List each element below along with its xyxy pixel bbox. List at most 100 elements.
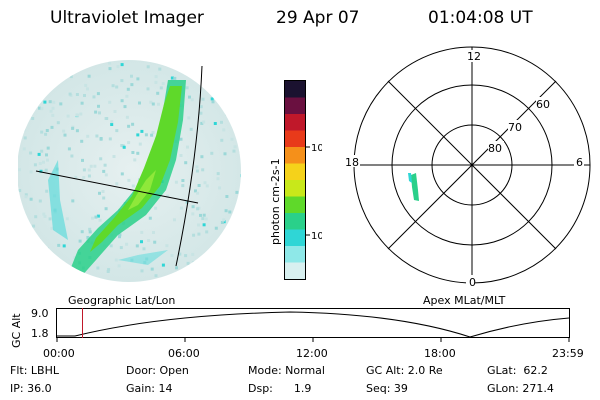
noise-speckle <box>248 94 250 97</box>
noise-speckle <box>158 67 162 71</box>
noise-speckle <box>102 196 106 200</box>
noise-speckle <box>130 83 134 87</box>
label-bg-12 <box>468 50 477 62</box>
noise-speckle <box>173 60 177 64</box>
noise-speckle <box>125 94 129 98</box>
noise-speckle <box>110 120 114 124</box>
noise-speckle <box>108 67 112 71</box>
noise-speckle <box>220 120 223 124</box>
noise-speckle <box>205 184 209 188</box>
noise-speckle <box>161 263 165 267</box>
noise-speckle <box>154 206 158 210</box>
colorbar-segment <box>285 81 305 98</box>
noise-speckle <box>86 134 90 138</box>
noise-speckle <box>247 64 250 67</box>
noise-speckle <box>191 252 195 256</box>
polar-mlat-mlt-plot: 12 0 18 6 60 70 80 <box>344 46 591 289</box>
noise-speckle <box>151 131 155 134</box>
noise-speckle <box>106 270 110 273</box>
noise-speckle <box>203 181 207 185</box>
noise-speckle <box>233 251 236 254</box>
colorbar-segment <box>285 213 305 230</box>
label-bg-6 <box>574 155 584 167</box>
altitude-axis-label: GC Alt <box>10 313 23 348</box>
instrument-title: Ultraviolet Imager <box>50 8 204 28</box>
x-tick-label-2359: 23:59 <box>552 347 584 360</box>
noise-speckle <box>108 61 112 65</box>
noise-speckle <box>93 164 97 168</box>
noise-speckle <box>212 66 216 70</box>
noise-speckle <box>140 240 143 244</box>
noise-speckle <box>242 112 245 115</box>
noise-speckle <box>195 169 199 173</box>
noise-speckle <box>61 72 64 76</box>
noise-speckle <box>45 247 49 251</box>
geographic-image <box>18 60 250 282</box>
observation-time: 01:04:08 UT <box>428 8 533 28</box>
noise-speckle <box>215 66 219 70</box>
mlt-label-6: 6 <box>576 156 583 169</box>
noise-speckle <box>244 166 247 169</box>
noise-speckle <box>114 258 118 262</box>
noise-speckle <box>108 100 112 104</box>
noise-speckle <box>179 154 183 157</box>
noise-speckle <box>38 162 42 165</box>
noise-speckle <box>23 136 27 140</box>
noise-speckle <box>83 94 86 97</box>
x-tick-label-00: 00:00 <box>43 347 75 360</box>
noise-speckle <box>96 92 100 96</box>
noise-speckle <box>222 218 226 222</box>
noise-speckle <box>80 278 84 282</box>
noise-speckle <box>42 74 46 77</box>
noise-speckle <box>196 207 200 211</box>
mlt-line-3-15 <box>387 80 557 250</box>
noise-speckle <box>202 213 206 217</box>
noise-speckle <box>42 170 46 174</box>
noise-speckle <box>200 121 204 125</box>
noise-speckle <box>225 195 229 198</box>
noise-speckle <box>55 279 59 282</box>
noise-speckle <box>191 212 195 216</box>
noise-speckle <box>26 277 30 281</box>
noise-speckle <box>170 254 174 257</box>
noise-speckle <box>154 80 158 84</box>
seq-status: Seq: 39 <box>366 382 408 395</box>
altitude-tick-9: 9.0 <box>31 307 49 320</box>
noise-speckle <box>230 137 234 141</box>
noise-speckle <box>70 154 74 158</box>
noise-speckle <box>201 97 205 101</box>
noise-speckle <box>115 182 119 186</box>
noise-speckle <box>24 195 28 199</box>
noise-speckle <box>70 269 74 273</box>
noise-speckle <box>165 244 169 248</box>
noise-speckle <box>38 199 42 203</box>
mlt-label-0: 0 <box>469 276 476 289</box>
noise-speckle <box>147 239 151 242</box>
noise-speckle <box>219 254 223 258</box>
noise-speckle <box>157 102 160 106</box>
noise-speckle <box>73 60 77 64</box>
noise-speckle <box>150 133 154 137</box>
label-bg-0 <box>466 275 475 287</box>
noise-speckle <box>41 264 45 268</box>
colorbar-segment <box>285 130 305 148</box>
noise-speckle <box>220 221 224 224</box>
noise-speckle <box>199 105 203 109</box>
noise-speckle <box>43 255 46 259</box>
noise-speckle <box>37 64 40 68</box>
noise-speckle <box>49 109 53 113</box>
noise-speckle <box>45 153 48 157</box>
noise-speckle <box>197 232 201 236</box>
glat-status: GLat: 62.2 <box>487 364 548 377</box>
noise-speckle <box>130 258 134 262</box>
noise-speckle <box>240 80 241 84</box>
noise-speckle <box>149 100 153 104</box>
noise-speckle <box>112 155 116 158</box>
noise-speckle <box>104 173 108 177</box>
noise-speckle <box>154 274 158 278</box>
noise-speckle <box>76 113 80 117</box>
noise-speckle <box>38 91 42 95</box>
noise-speckle <box>239 132 241 136</box>
noise-speckle <box>146 65 150 69</box>
noise-speckle <box>140 230 144 234</box>
